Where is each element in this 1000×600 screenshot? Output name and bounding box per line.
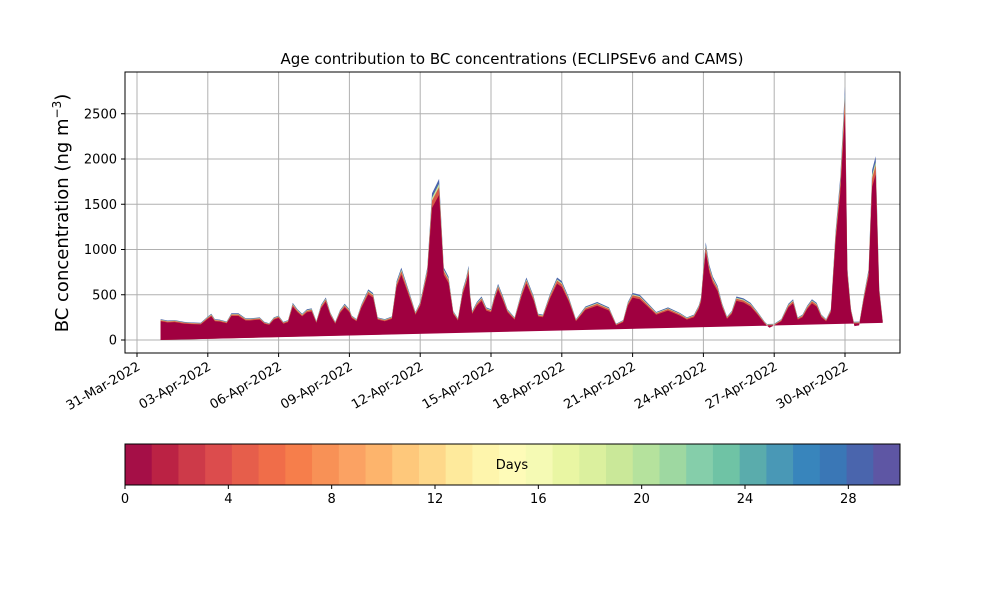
y-tick-label: 500 — [92, 288, 117, 303]
colorbar-segment — [846, 444, 874, 485]
colorbar-segment — [392, 444, 420, 485]
colorbar-tick-label: 8 — [328, 492, 336, 507]
colorbar-segment — [178, 444, 206, 485]
colorbar-segment — [205, 444, 233, 485]
y-tick-label: 2500 — [84, 107, 117, 122]
colorbar-label: Days — [496, 458, 529, 473]
colorbar-segment — [231, 444, 260, 485]
y-tick-label: 1000 — [84, 243, 117, 258]
colorbar-segment — [712, 444, 741, 485]
colorbar-segment — [793, 444, 821, 485]
grid-lines — [125, 72, 900, 353]
colorbar-tick-label: 24 — [737, 492, 754, 507]
colorbar-segment — [151, 444, 179, 485]
colorbar-segment — [579, 444, 607, 485]
colorbar-segment — [739, 444, 767, 485]
y-tick-label: 2000 — [84, 153, 117, 168]
area-series-day0 — [160, 111, 883, 340]
x-tick-label: 27-Apr-2022 — [703, 359, 780, 412]
colorbar-segment — [125, 444, 153, 485]
x-tick-label: 15-Apr-2022 — [420, 359, 497, 412]
x-tick-label: 30-Apr-2022 — [774, 359, 851, 412]
colorbar-ticks: 0 4 8 12 16 20 24 28 — [121, 485, 857, 507]
colorbar-segment — [472, 444, 500, 485]
colorbar-segment — [873, 444, 901, 485]
x-tick-label: 24-Apr-2022 — [632, 359, 709, 412]
colorbar-segment — [418, 444, 447, 485]
colorbar-segment — [766, 444, 794, 485]
colorbar-frame — [124, 443, 901, 486]
colorbar-segment — [258, 444, 286, 485]
y-tick-label: 0 — [109, 334, 117, 349]
y-tick-label: 1500 — [84, 198, 117, 213]
colorbar-segment — [552, 444, 580, 485]
chart-title: Age contribution to BC concentrations (E… — [281, 50, 744, 68]
colorbar-segment — [525, 444, 554, 485]
colorbar-segment — [312, 444, 340, 485]
colorbar-segment — [659, 444, 687, 485]
colorbar-segment — [365, 444, 393, 485]
colorbar — [125, 444, 901, 485]
colorbar-tick-label: 16 — [530, 492, 547, 507]
colorbar-tick-label: 12 — [427, 492, 444, 507]
x-tick-label: 03-Apr-2022 — [137, 359, 214, 412]
x-tick-label: 06-Apr-2022 — [207, 359, 284, 412]
y-axis-ticks: 0 500 1000 1500 2000 2500 — [84, 107, 125, 349]
x-tick-label: 09-Apr-2022 — [278, 359, 355, 412]
colorbar-tick-label: 28 — [840, 492, 857, 507]
x-tick-label: 12-Apr-2022 — [349, 359, 426, 412]
colorbar-segment — [686, 444, 714, 485]
x-axis-ticks: 31-Mar-202203-Apr-202206-Apr-202209-Apr-… — [64, 353, 851, 414]
colorbar-tick-label: 0 — [121, 492, 129, 507]
x-tick-label: 21-Apr-2022 — [561, 359, 638, 412]
colorbar-segment — [338, 444, 367, 485]
colorbar-segment — [819, 444, 848, 485]
colorbar-tick-label: 20 — [633, 492, 650, 507]
stacked-areas — [160, 86, 883, 341]
colorbar-segment — [285, 444, 313, 485]
x-tick-label: 18-Apr-2022 — [491, 359, 568, 412]
colorbar-segment — [499, 444, 527, 485]
x-tick-label: 31-Mar-2022 — [64, 359, 143, 413]
colorbar-segment — [445, 444, 473, 485]
plot-frame — [124, 71, 901, 354]
colorbar-segment — [606, 444, 634, 485]
colorbar-segment — [632, 444, 660, 485]
y-axis-label: BC concentration (ng m−3) — [50, 94, 73, 333]
colorbar-tick-label: 4 — [224, 492, 232, 507]
